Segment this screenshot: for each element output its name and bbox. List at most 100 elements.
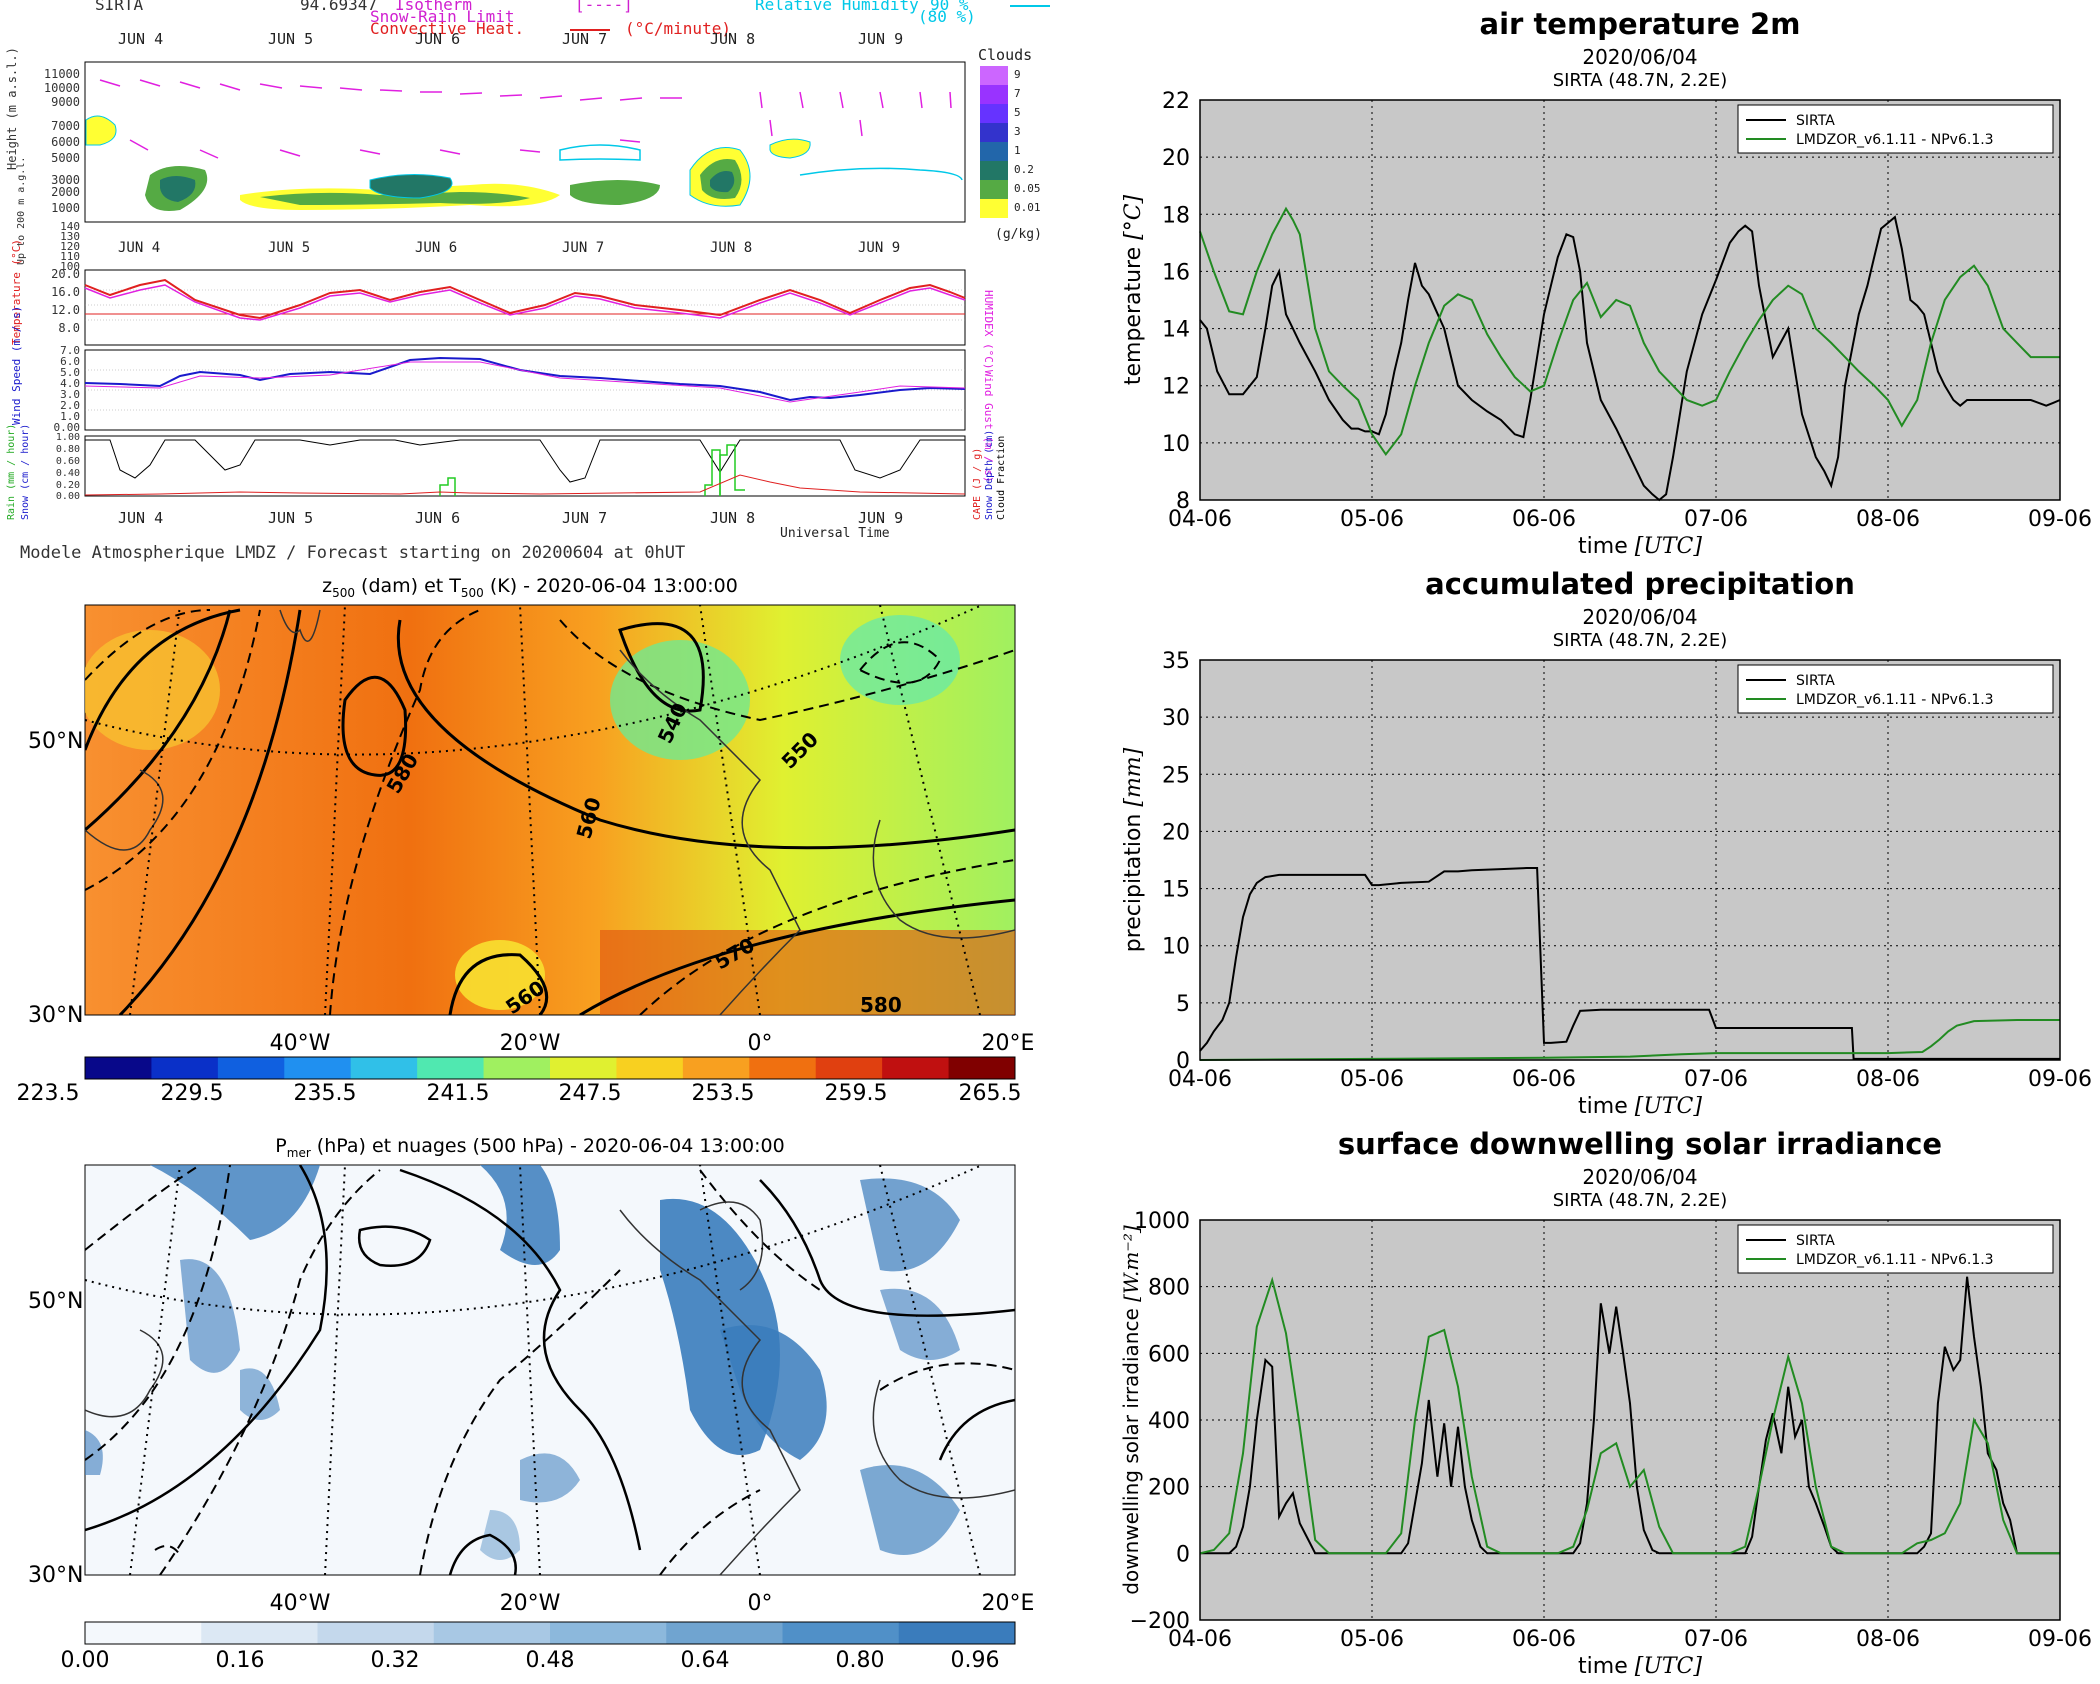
wind-tick: 2.0 bbox=[60, 399, 80, 412]
x-tick-label: 07-06 bbox=[1684, 507, 1748, 532]
chart-title: air temperature 2m bbox=[1480, 7, 1801, 41]
rain-axis-label: Rain (mm / hour) bbox=[6, 424, 17, 520]
legend-label: LMDZOR_v6.1.11 - NPv6.1.3 bbox=[1796, 132, 1994, 148]
y-tick-label: 20 bbox=[1162, 146, 1190, 171]
y-tick-label: 10 bbox=[1162, 432, 1190, 457]
colorbar-swatch bbox=[882, 1057, 950, 1079]
lon-labels: 40°W 20°W 0° 20°E bbox=[270, 1591, 1035, 1616]
rain-bars bbox=[439, 444, 745, 496]
colorbar-ticks: 223.5 229.5 235.5 241.5 247.5 253.5 259.… bbox=[17, 1081, 1022, 1106]
contour-label: 580 bbox=[860, 993, 902, 1017]
chart-date: 2020/06/04 bbox=[1582, 605, 1697, 629]
y-tick-label: 600 bbox=[1148, 1342, 1190, 1367]
chart-site: SIRTA (48.7N, 2.2E) bbox=[1553, 630, 1728, 651]
humidex-line bbox=[84, 284, 966, 321]
y-tick-label: 15 bbox=[1162, 878, 1190, 903]
chart-svg: accumulated precipitation 2020/06/04 SIR… bbox=[1121, 567, 2092, 1119]
y-tick-label: 5 bbox=[1176, 992, 1190, 1017]
map-features bbox=[85, 605, 1015, 1015]
colorbar-swatch bbox=[483, 1057, 551, 1079]
pmer-map-svg: Pmer (hPa) et nuages (500 hPa) - 2020-06… bbox=[28, 1135, 1035, 1673]
cloud-blobs bbox=[85, 115, 963, 211]
colorbar-frame bbox=[84, 1056, 1016, 1080]
meteogram-footer: Modele Atmospherique LMDZ / Forecast sta… bbox=[20, 543, 685, 563]
map2-lines bbox=[85, 1165, 1015, 1575]
cloud-section bbox=[84, 61, 966, 223]
colorbar-swatch bbox=[782, 1622, 900, 1644]
clouds-title: Clouds bbox=[978, 46, 1032, 64]
day-labels-bottom: JUN 4 JUN 5 JUN 6 JUN 7 JUN 8 JUN 9 bbox=[118, 509, 903, 527]
colorbar-swatch bbox=[85, 1057, 152, 1079]
chart-precipitation: accumulated precipitation 2020/06/04 SIR… bbox=[1080, 560, 2100, 1120]
day-label: JUN 7 bbox=[562, 509, 607, 527]
height-axis-label: Height (m a.s.l.) bbox=[5, 47, 19, 170]
x-tick-label: 04-06 bbox=[1168, 1067, 1232, 1092]
colorbar-tick: 223.5 bbox=[17, 1081, 80, 1106]
colorbar-swatch bbox=[201, 1622, 318, 1644]
colorbar-swatch bbox=[616, 1057, 684, 1079]
snowdepth-axis-label: Snow Depth (cm) bbox=[984, 430, 995, 520]
rain-tick: 0.40 bbox=[56, 468, 80, 479]
colorbar-tick: 235.5 bbox=[294, 1081, 357, 1106]
colorbar-swatch bbox=[85, 1622, 202, 1644]
plot-area: 04-06 05-06 06-06 07-06 08-06 09-06 8 10 12 14 16 1… bbox=[1162, 89, 2092, 532]
lon-label: 40°W bbox=[270, 1591, 331, 1616]
colorbar-swatch bbox=[948, 1057, 1016, 1079]
x-axis-label: time [UTC] bbox=[1578, 1094, 1702, 1119]
temp-ticks: 20.0 16.0 12.0 8.0 bbox=[51, 267, 80, 335]
cloud-patches bbox=[85, 1165, 960, 1560]
y-axis-label: temperature [°C] bbox=[1121, 194, 1146, 385]
colorbar-swatch bbox=[550, 1057, 617, 1079]
wind-panel bbox=[84, 349, 966, 431]
temperature-panel bbox=[84, 269, 966, 346]
legend-box bbox=[1737, 1224, 2054, 1274]
lon-label: 20°W bbox=[500, 1031, 561, 1056]
chart-date: 2020/06/04 bbox=[1582, 1165, 1697, 1189]
convective-label: Convective Heat. bbox=[370, 19, 524, 38]
x-tick-label: 05-06 bbox=[1340, 1627, 1404, 1652]
series-line-0 bbox=[1199, 215, 2061, 502]
low-ticks: 140 130 120 110 100 bbox=[60, 220, 80, 273]
colorbar-swatch bbox=[433, 1622, 551, 1644]
isotherm-label: Isotherm bbox=[395, 0, 472, 14]
wind-tick: 0.00 bbox=[54, 421, 81, 434]
colorbar-tick: 247.5 bbox=[559, 1081, 622, 1106]
colorbar-tick: 0.00 bbox=[61, 1648, 110, 1673]
chart-svg: surface downwelling solar irradiance 202… bbox=[1119, 1127, 2092, 1679]
lat-label: 30°N bbox=[28, 1563, 83, 1588]
clouds-colorbar-swatch bbox=[980, 142, 1008, 161]
low-tick: 110 bbox=[60, 250, 80, 263]
wind-tick: 1.0 bbox=[60, 410, 80, 423]
clouds-colorbar-swatch bbox=[980, 199, 1008, 218]
clouds-scale-label: 5 bbox=[1014, 106, 1021, 119]
y-tick-label: 12 bbox=[1162, 375, 1190, 400]
y-tick-label: 30 bbox=[1162, 706, 1190, 731]
colorbar-tick: 259.5 bbox=[825, 1081, 888, 1106]
colorbar-swatch bbox=[350, 1057, 418, 1079]
colorbar-tick: 229.5 bbox=[161, 1081, 224, 1106]
day-label: JUN 6 bbox=[415, 240, 457, 256]
colorbar-tick: 0.32 bbox=[371, 1648, 420, 1673]
cloudfrac-axis-label: Cloud Fraction bbox=[996, 436, 1007, 520]
wind-tick: 7.0 bbox=[60, 344, 80, 357]
day-label: JUN 5 bbox=[268, 30, 313, 48]
height-tick: 2000 bbox=[51, 185, 80, 199]
map-title: Pmer (hPa) et nuages (500 hPa) - 2020-06… bbox=[275, 1135, 784, 1160]
colorbar-tick: 0.96 bbox=[951, 1648, 1000, 1673]
cape-line bbox=[84, 474, 966, 496]
y-tick-label: 0 bbox=[1176, 1049, 1190, 1074]
clouds-scale-label: 0.2 bbox=[1014, 163, 1034, 176]
legend-box bbox=[1737, 664, 2054, 714]
colorbar-swatch bbox=[284, 1057, 352, 1079]
day-label: JUN 7 bbox=[562, 30, 607, 48]
colorbar-tick: 0.48 bbox=[526, 1648, 575, 1673]
lat-labels: 50°N 30°N bbox=[28, 729, 83, 1028]
colorbar-tick: 0.16 bbox=[216, 1648, 265, 1673]
value-readout: 94.69347 bbox=[300, 0, 377, 14]
meteogram-svg: SIRTA 94.69347 Isotherm [----] Snow-Rain… bbox=[5, 0, 1050, 563]
chart-title: surface downwelling solar irradiance bbox=[1338, 1127, 1942, 1161]
low-tick: 120 bbox=[60, 240, 80, 253]
colorbar-swatch bbox=[151, 1057, 219, 1079]
clouds-unit: (g/kg) bbox=[995, 227, 1042, 242]
lon-label: 20°E bbox=[982, 1591, 1035, 1616]
